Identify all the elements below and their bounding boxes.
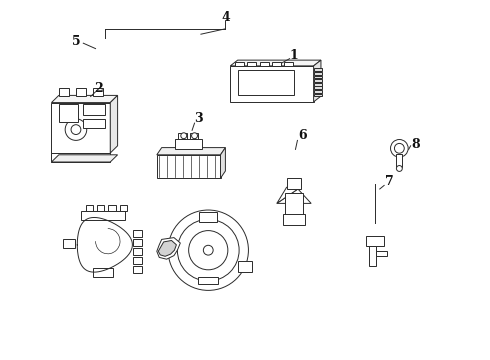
Text: 2: 2 (94, 82, 102, 95)
Bar (314, 90, 322, 93)
Circle shape (168, 210, 248, 291)
Polygon shape (220, 148, 225, 178)
Bar (287, 178, 301, 189)
Text: 5: 5 (72, 35, 80, 48)
Polygon shape (277, 187, 298, 203)
Text: 3: 3 (194, 112, 203, 125)
Bar (314, 83, 322, 86)
Bar (235, 62, 244, 66)
Bar (120, 205, 127, 211)
Circle shape (177, 219, 239, 281)
Bar (133, 248, 142, 255)
Circle shape (192, 133, 197, 139)
Bar (376, 251, 387, 256)
Polygon shape (110, 95, 118, 153)
Bar (108, 205, 116, 211)
Circle shape (391, 140, 408, 157)
Bar (285, 193, 303, 216)
Polygon shape (77, 217, 132, 272)
Bar (59, 88, 69, 96)
Bar (260, 62, 269, 66)
Text: 1: 1 (290, 49, 298, 62)
Polygon shape (157, 238, 180, 259)
Bar (190, 133, 198, 139)
Bar (314, 86, 322, 89)
Polygon shape (277, 189, 311, 203)
Circle shape (65, 119, 87, 140)
Circle shape (396, 166, 402, 171)
Bar (63, 239, 75, 248)
Bar (51, 103, 110, 153)
Bar (283, 214, 305, 225)
Circle shape (394, 143, 404, 153)
Text: 6: 6 (298, 129, 307, 141)
Bar (133, 266, 142, 273)
Bar (51, 153, 110, 162)
Bar (93, 268, 113, 277)
Bar (272, 62, 281, 66)
Bar (81, 211, 125, 220)
Bar (175, 139, 202, 149)
Bar (314, 94, 322, 96)
Bar (83, 119, 105, 128)
Bar (314, 72, 322, 75)
Bar (238, 261, 252, 272)
Bar (198, 277, 218, 284)
Bar (133, 257, 142, 264)
Bar (247, 62, 256, 66)
Bar (366, 236, 384, 246)
Bar (178, 133, 187, 139)
Bar (314, 79, 322, 82)
Bar (133, 230, 142, 237)
Bar (238, 70, 294, 95)
Bar (396, 154, 402, 167)
Text: 8: 8 (411, 138, 420, 150)
Bar (93, 88, 103, 96)
Polygon shape (314, 60, 321, 102)
Bar (284, 62, 293, 66)
Bar (314, 68, 322, 71)
Text: 7: 7 (385, 175, 394, 188)
Bar (230, 66, 314, 102)
Bar (157, 155, 220, 178)
Circle shape (71, 125, 81, 135)
Bar (76, 88, 86, 96)
Bar (314, 76, 322, 78)
Bar (133, 239, 142, 246)
Bar (86, 205, 93, 211)
Polygon shape (230, 60, 321, 66)
Bar (369, 246, 376, 266)
Polygon shape (51, 95, 118, 103)
Polygon shape (51, 155, 118, 162)
Polygon shape (158, 240, 176, 256)
Circle shape (189, 231, 228, 270)
Text: 4: 4 (221, 11, 230, 24)
Bar (83, 104, 105, 115)
Bar (199, 212, 217, 222)
Circle shape (181, 133, 187, 139)
Bar (59, 104, 78, 122)
Bar (97, 205, 104, 211)
Polygon shape (157, 148, 225, 155)
Circle shape (203, 245, 213, 255)
